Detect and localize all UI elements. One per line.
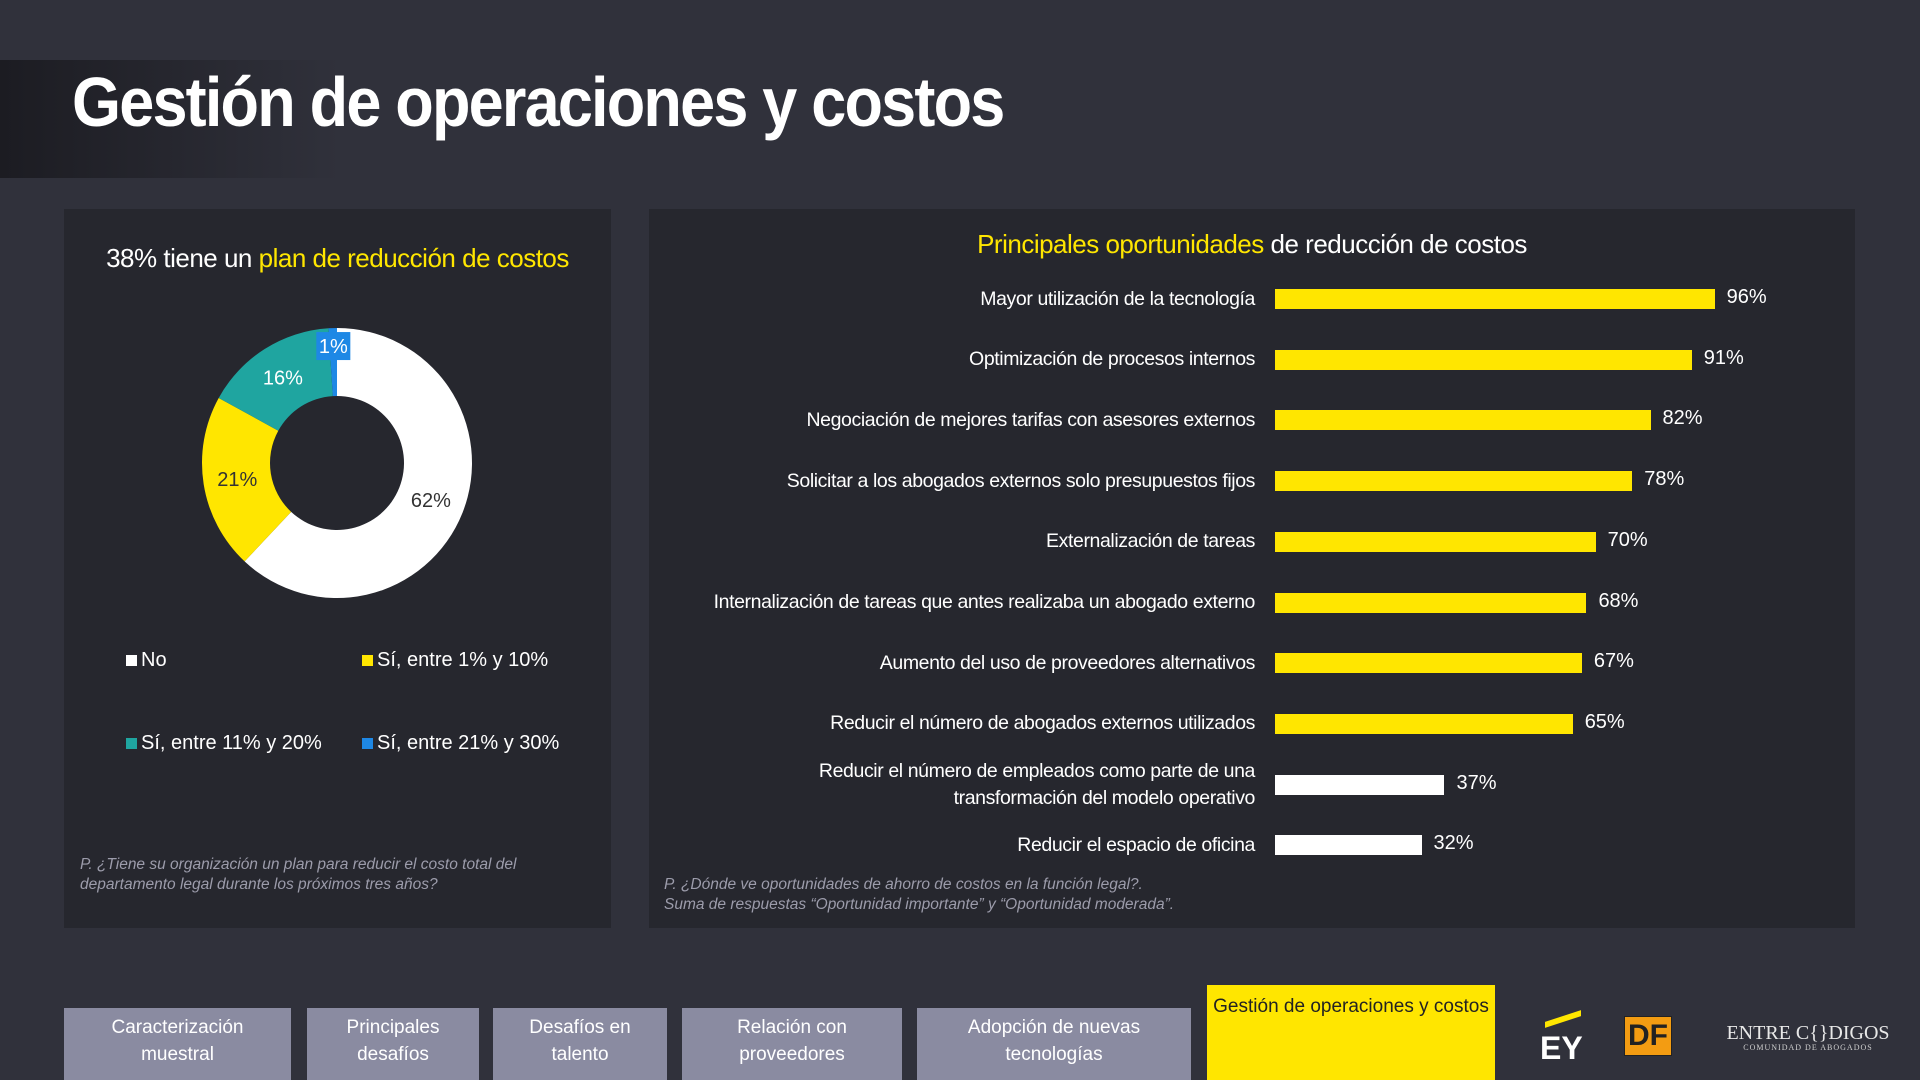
category-label: Mayor utilización de la tecnología <box>980 287 1255 310</box>
nav-tab[interactable]: Adopción de nuevas tecnologías <box>917 1008 1191 1080</box>
logo-ey-beam <box>1545 1010 1581 1028</box>
logo-subtitle: COMUNIDAD DE ABOGADOS <box>1743 1043 1873 1052</box>
legend-label: Sí, entre 11% y 20% <box>141 732 322 754</box>
data-label: 82% <box>1662 407 1703 430</box>
category-label: Internalización de tareas que antes real… <box>713 591 1256 613</box>
legend-label: Sí, entre 1% y 10% <box>377 649 549 671</box>
bar <box>1275 653 1582 674</box>
nav-tab[interactable]: Caracterización muestral <box>64 1008 291 1080</box>
note-line: P. ¿Dónde ve oportunidades de ahorro de … <box>664 876 1143 893</box>
bar <box>1275 531 1596 552</box>
nav-tab[interactable]: Gestión de operaciones y costos <box>1207 985 1495 1080</box>
category-label: Reducir el número de abogados externos u… <box>830 712 1255 735</box>
bar <box>1275 410 1651 431</box>
note-line: Suma de respuestas “Oportunidad importan… <box>664 896 1175 913</box>
data-label: 1% <box>319 336 348 358</box>
legend-item: Sí, entre 11% y 20% <box>126 732 322 755</box>
data-label: 78% <box>1644 468 1685 491</box>
donut-title: 38% tiene un plan de reducción de costos <box>64 243 611 274</box>
data-label: 96% <box>1726 286 1767 308</box>
donut-panel: 38% tiene un plan de reducción de costos… <box>64 209 611 928</box>
bar-panel: Principales oportunidades de reducción d… <box>649 209 1855 928</box>
data-label: 67% <box>1593 650 1634 673</box>
title-highlight: plan de reducción de costos <box>258 243 570 273</box>
note-line: departamento legal durante los próximos … <box>80 876 438 893</box>
label-box <box>316 332 351 361</box>
legend-item: Sí, entre 1% y 10% <box>362 649 548 672</box>
bar <box>1275 713 1573 734</box>
category-label: Optimización de procesos internos <box>969 348 1255 371</box>
note-line: P. ¿Tiene su organización un plan para r… <box>80 856 517 873</box>
data-label: 70% <box>1607 528 1648 551</box>
logo-df: DF <box>1624 1016 1672 1056</box>
title-part: 38% tiene un <box>106 243 252 273</box>
bar <box>1275 592 1587 613</box>
nav-tab[interactable]: Relación con proveedores <box>682 1008 902 1080</box>
note: P. ¿Dónde ve oportunidades de ahorro de … <box>664 875 1174 915</box>
category-label: Aumento del uso de proveedores alternati… <box>879 651 1256 674</box>
data-label: 68% <box>1598 589 1639 612</box>
title-part: de reducción de costos <box>1270 229 1528 259</box>
logo-ey: EY <box>1540 1030 1583 1066</box>
legend-label: Sí, entre 21% y 30% <box>377 732 560 754</box>
legend-item: No <box>126 649 167 672</box>
donut-chart: 62% 21% 16% 1% <box>202 328 472 598</box>
category-label: Negociación de mejores tarifas con aseso… <box>806 408 1255 431</box>
title-highlight: Principales oportunidades <box>977 229 1264 259</box>
data-label: 91% <box>1703 346 1744 369</box>
category-label: Reducir el número de empleados como part… <box>818 759 1255 809</box>
data-label: 32% <box>1433 832 1474 855</box>
bar <box>1275 774 1445 795</box>
legend-item: Sí, entre 21% y 30% <box>362 732 559 755</box>
nav-tab[interactable]: Desafíos en talento <box>493 1008 667 1080</box>
data-label: 65% <box>1584 710 1625 733</box>
legend-swatch <box>126 738 137 749</box>
donut-slice <box>202 397 292 562</box>
legend-swatch <box>362 655 373 666</box>
donut-slice <box>218 328 333 431</box>
logo-entre-codigos: ENTRE C{}DIGOS <box>1726 1022 1890 1044</box>
category-label: Externalización de tareas <box>1046 530 1255 553</box>
category-label: Reducir el espacio de oficina <box>1017 833 1255 856</box>
bar <box>1275 835 1422 856</box>
data-label: 21% <box>217 469 257 491</box>
bar <box>1275 289 1715 309</box>
legend-swatch <box>126 655 137 666</box>
note: P. ¿Tiene su organización un plan para r… <box>80 855 516 895</box>
bar <box>1275 349 1692 370</box>
bar <box>1275 471 1633 492</box>
page-title: Gestión de operaciones y costos <box>72 63 1005 141</box>
data-label: 16% <box>263 368 303 390</box>
donut-slice <box>244 328 472 598</box>
bar-title: Principales oportunidades de reducción d… <box>649 229 1855 260</box>
title-shade <box>0 60 340 178</box>
data-label: 37% <box>1456 771 1497 794</box>
data-label: 62% <box>411 490 451 512</box>
legend-swatch <box>362 738 373 749</box>
category-label: Solicitar a los abogados externos solo p… <box>786 469 1256 492</box>
legend-label: No <box>141 649 167 671</box>
nav-tab[interactable]: Principales desafíos <box>307 1008 479 1080</box>
